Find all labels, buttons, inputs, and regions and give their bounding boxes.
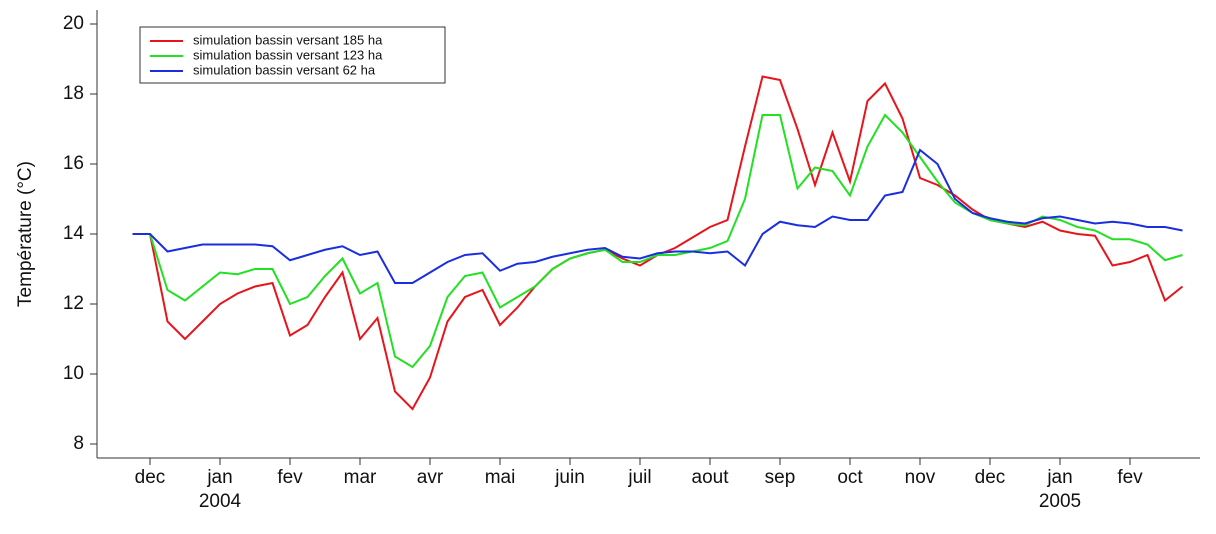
x-tick-label: dec bbox=[974, 467, 1006, 488]
legend-label: simulation bassin versant 123 ha bbox=[193, 47, 383, 62]
x-tick-label: fev bbox=[277, 467, 303, 488]
legend-label: simulation bassin versant 62 ha bbox=[193, 62, 376, 77]
y-axis-label: Température (°C) bbox=[15, 161, 36, 307]
x-tick-label: aout bbox=[691, 467, 729, 488]
x-tick-label: fev bbox=[1117, 467, 1143, 488]
series-line bbox=[132, 113, 1183, 369]
x-tick-label: mai bbox=[484, 467, 516, 488]
y-tick-label: 20 bbox=[63, 13, 84, 34]
y-tick-label: 12 bbox=[63, 293, 84, 314]
x-tick-label: juin bbox=[555, 467, 585, 488]
x-tick-label: dec bbox=[134, 467, 166, 488]
series-line bbox=[132, 148, 1183, 284]
x-tick-label: oct bbox=[837, 467, 863, 488]
y-tick-label: 18 bbox=[63, 83, 84, 104]
y-tick-label: 16 bbox=[63, 153, 84, 174]
x-tick-label: avr bbox=[416, 467, 444, 488]
legend-box bbox=[139, 26, 446, 84]
x-tick-label: nov bbox=[904, 467, 936, 488]
x-tick-label: juil bbox=[628, 467, 652, 488]
x-tick-label: jan 2005 bbox=[1038, 467, 1082, 512]
x-tick-label: sep bbox=[764, 467, 796, 488]
y-tick-label: 10 bbox=[63, 363, 84, 384]
x-tick-label: jan 2004 bbox=[198, 467, 242, 512]
series-line bbox=[132, 75, 1184, 411]
y-tick-label: 14 bbox=[63, 223, 85, 244]
x-tick-label: mar bbox=[343, 467, 377, 488]
y-tick-label: 8 bbox=[73, 433, 84, 454]
legend-label: simulation bassin versant 185 ha bbox=[193, 32, 383, 47]
